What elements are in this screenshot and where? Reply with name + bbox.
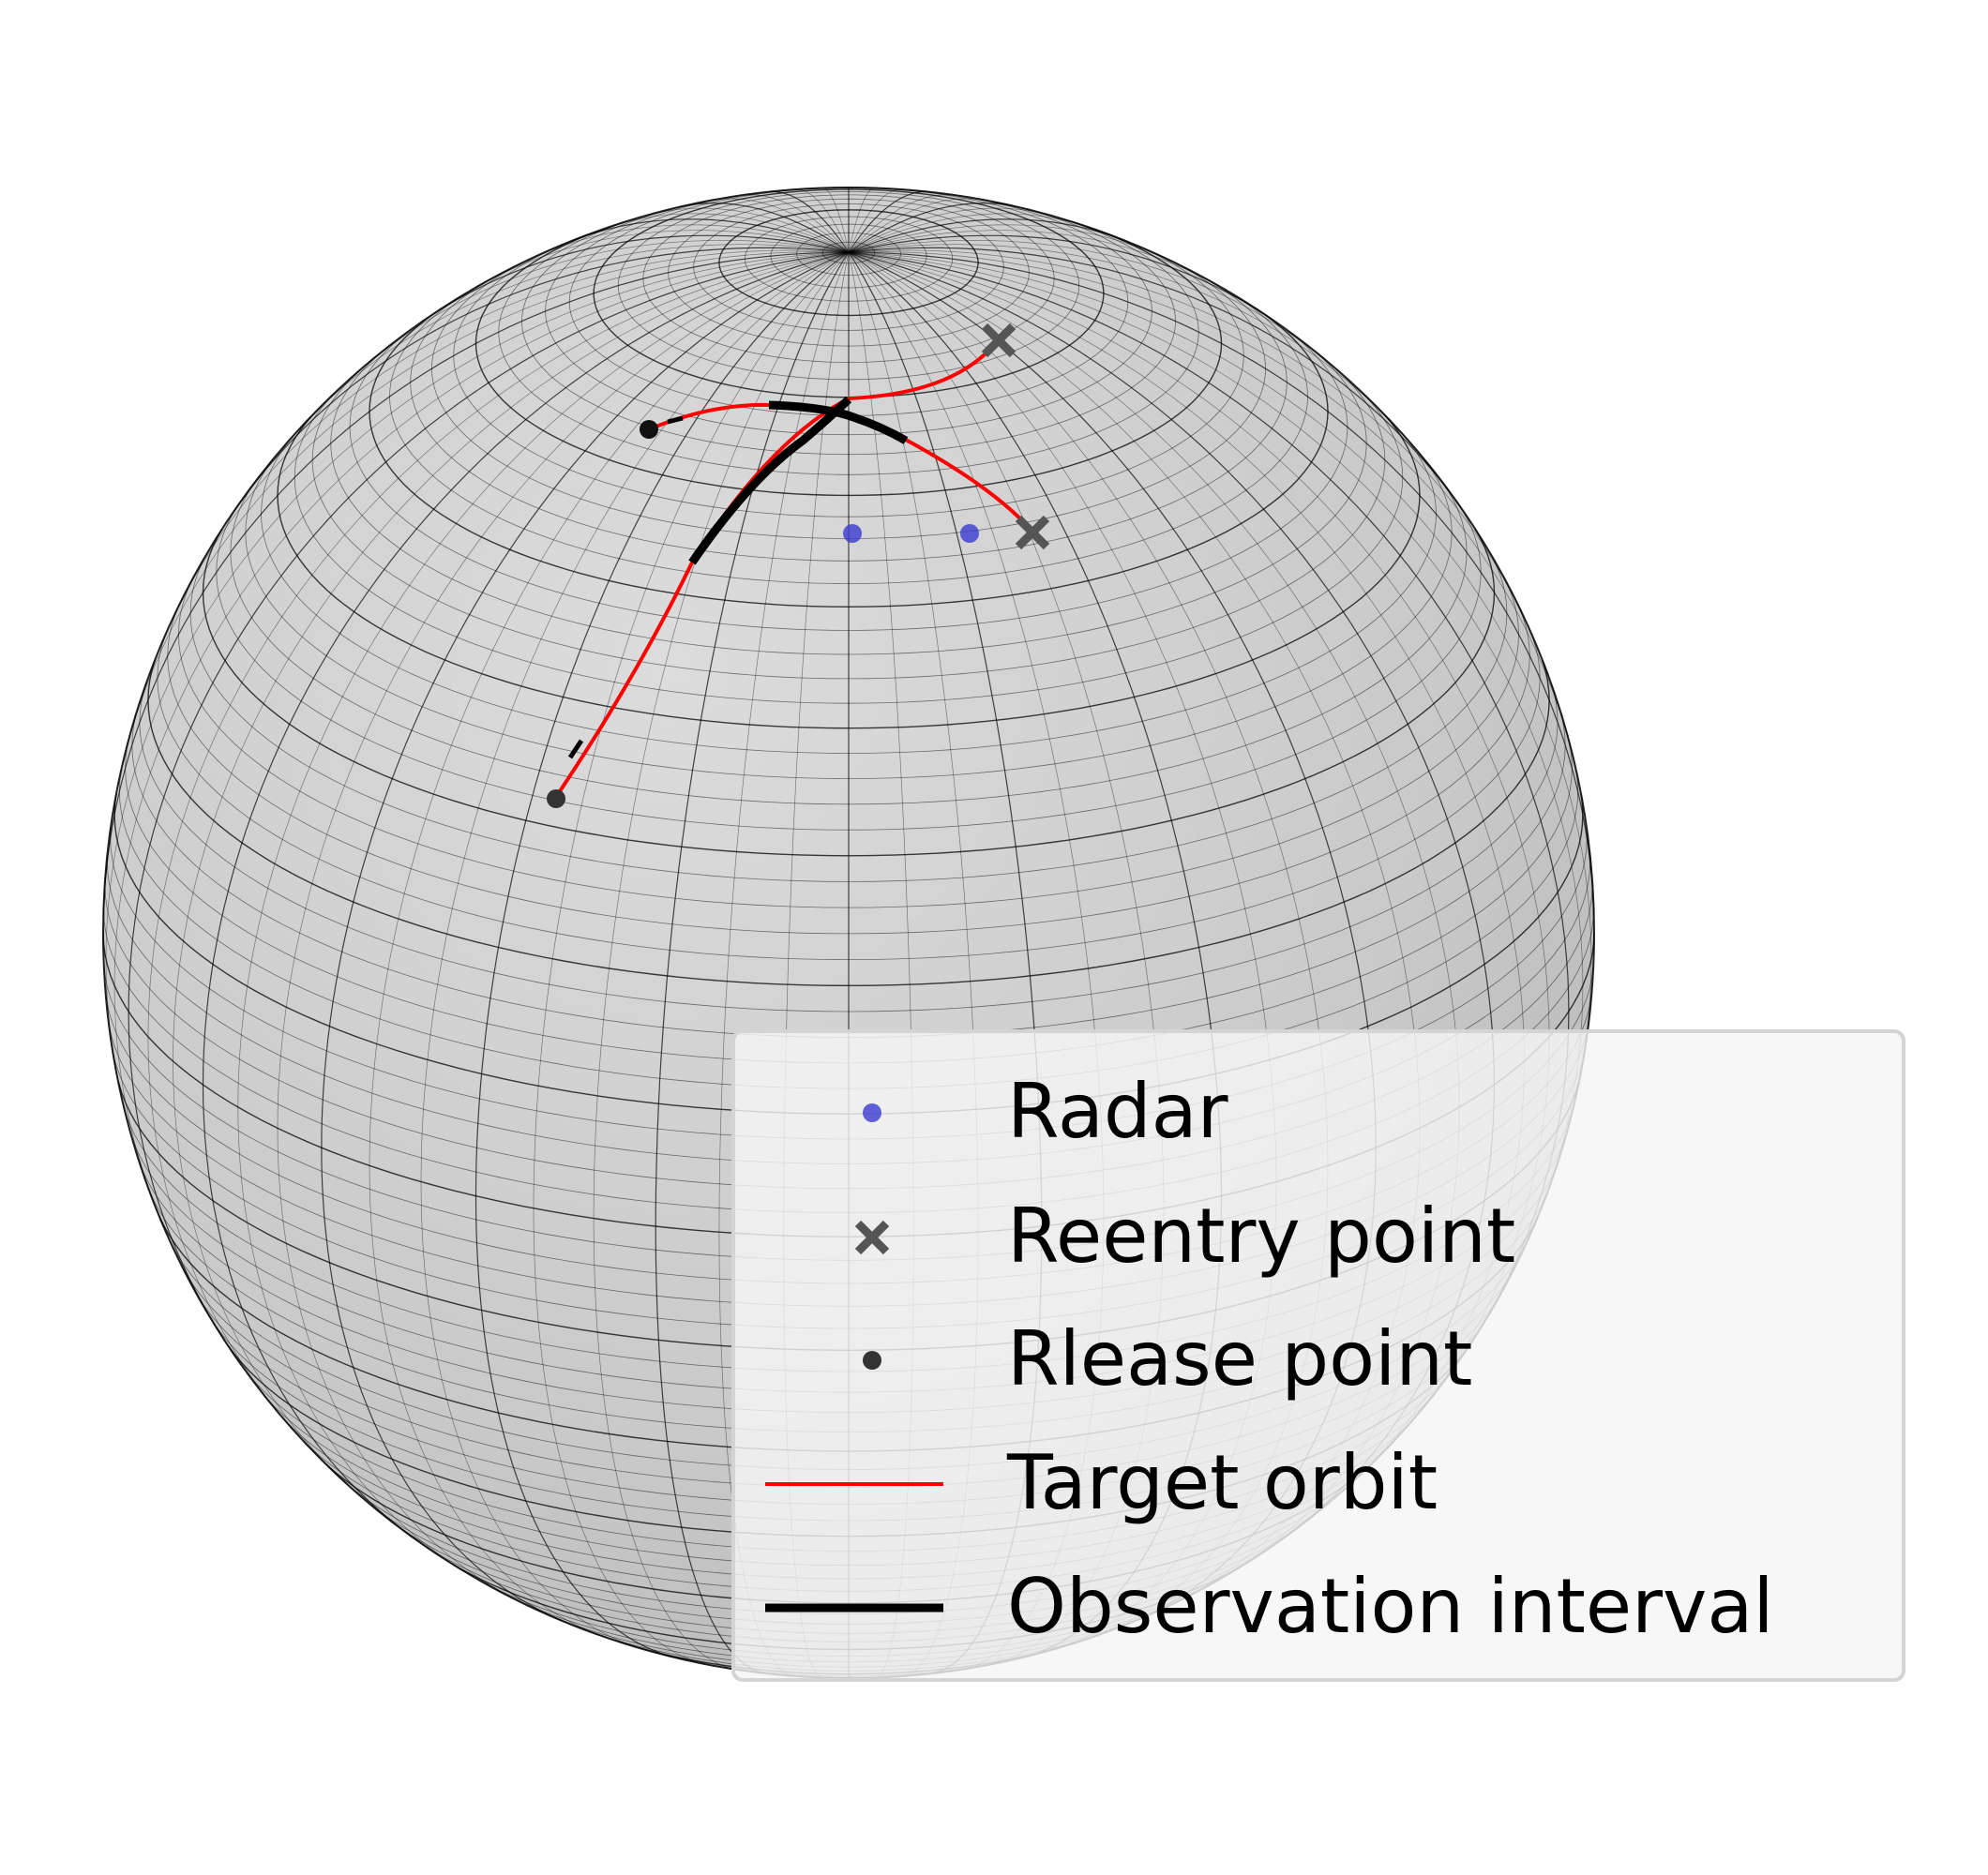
grid-line: [573, 218, 850, 253]
grid-line: [237, 251, 850, 1572]
grid-line: [848, 198, 985, 253]
grid-line: [105, 251, 850, 1084]
grid-line: [713, 198, 850, 253]
grid-line: [848, 247, 1464, 511]
release-marker-1: [547, 789, 565, 808]
grid-line: [293, 244, 850, 437]
grid-line: [113, 251, 850, 1226]
grid-line: [795, 188, 850, 253]
orbit-legend-icon: [765, 1482, 943, 1486]
observation-legend-icon: [765, 1603, 943, 1612]
markers: [547, 322, 1050, 808]
radar-marker-2: [960, 524, 979, 543]
release-marker-2: [640, 420, 658, 439]
grid-line: [121, 251, 850, 766]
grid-line: [593, 251, 850, 1671]
grid-line: [533, 251, 850, 1665]
grid-line: [644, 207, 850, 253]
grid-line: [848, 188, 876, 253]
grid-line: [745, 194, 850, 253]
legend-label-radar: Radar: [1007, 1068, 1228, 1155]
grid-line: [128, 251, 850, 1342]
legend-label-orbit: Target orbit: [1007, 1439, 1438, 1526]
radar-marker-1: [843, 524, 862, 543]
grid-line: [147, 251, 850, 1418]
legend-label-release: Rlease point: [1007, 1315, 1473, 1402]
grid-line: [848, 251, 1594, 916]
grid-line: [476, 230, 850, 288]
legend: Radar Reentry point Rlease point Target …: [731, 1029, 1905, 1682]
release-tick-1: [567, 739, 584, 759]
grid-line: [848, 249, 1528, 624]
grid-line: [202, 251, 850, 1541]
reentry-marker-1: [981, 322, 1017, 358]
release-tick-2: [667, 415, 684, 425]
orbit-layer: [554, 338, 1034, 799]
grid-line: [609, 213, 850, 253]
grid-line: [848, 234, 1269, 318]
grid-line: [277, 251, 850, 1599]
grid-line: [170, 249, 850, 624]
legend-label-reentry: Reentry point: [1007, 1192, 1516, 1280]
release-legend-icon: [863, 1351, 881, 1370]
grid-line: [358, 239, 850, 372]
grid-line: [679, 202, 850, 253]
grid-line: [848, 224, 1173, 262]
observation-interval-2: [768, 400, 909, 444]
grid-line: [848, 251, 1576, 766]
radar-legend-icon: [863, 1103, 881, 1122]
grid-line: [848, 188, 902, 253]
grid-line: [848, 239, 1339, 372]
legend-label-observation: Observation interval: [1007, 1563, 1774, 1650]
grid-line: [474, 251, 850, 1658]
grid-line: [848, 207, 1053, 253]
grid-line: [848, 202, 1018, 253]
grid-line: [655, 251, 850, 1674]
grid-line: [770, 190, 850, 253]
grid-line: [848, 251, 1584, 1226]
grid-line: [524, 224, 850, 262]
reentry-marker-2: [1015, 515, 1050, 550]
grid-line: [821, 188, 850, 253]
grid-line: [848, 244, 1405, 437]
grid-line: [429, 234, 850, 318]
reentry-legend-icon: [854, 1220, 890, 1255]
grid-line: [848, 218, 1124, 253]
grid-line: [173, 251, 850, 1484]
grid-line: [848, 190, 927, 253]
grid-line: [233, 247, 850, 511]
grid-line: [848, 251, 1592, 1084]
grid-line: [848, 213, 1089, 253]
grid-line: [848, 194, 953, 253]
grid-line: [103, 251, 850, 916]
grid-line: [848, 230, 1221, 288]
grid-line: [321, 251, 850, 1622]
grid-line: [369, 251, 850, 1636]
